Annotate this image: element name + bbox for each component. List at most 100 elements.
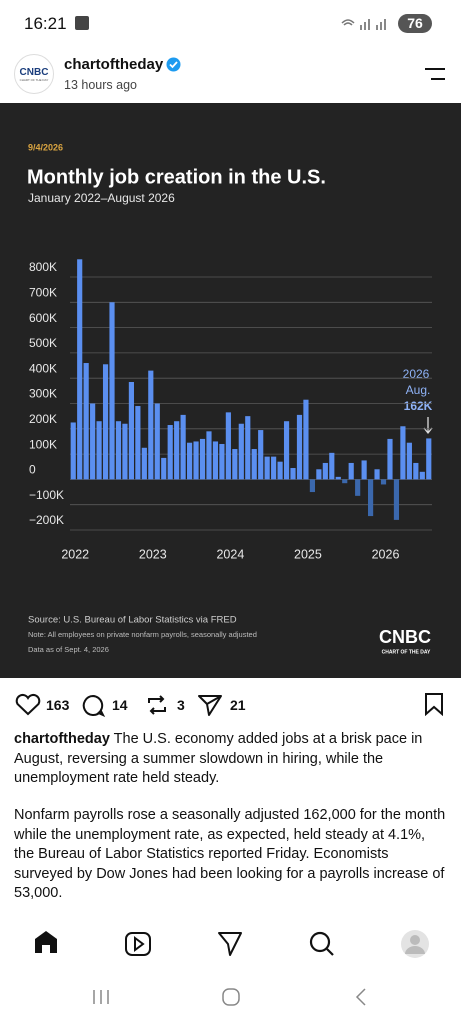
bar (322, 462, 328, 480)
caption-username[interactable]: chartoftheday (14, 731, 110, 747)
bar (296, 414, 303, 480)
bar (206, 431, 212, 480)
bar (264, 456, 270, 480)
verified-badge (166, 57, 181, 72)
bar (219, 443, 225, 480)
bar (271, 456, 277, 480)
time-ago: 13 hours ago (64, 78, 137, 92)
y-tick-label: 100K (29, 437, 57, 451)
chart: 9/4/2026 Monthly job creation in the U.S… (0, 103, 461, 678)
status-time: 16:21 (24, 14, 67, 33)
data-as-of: Data as of Sept. 4, 2026 (28, 645, 109, 654)
share-button[interactable] (197, 692, 223, 718)
bar (212, 441, 219, 480)
like-button[interactable] (14, 693, 42, 717)
y-tick-label: −200K (29, 513, 64, 527)
bar (426, 438, 432, 480)
bar (387, 438, 393, 480)
bar (303, 399, 309, 480)
avatar[interactable]: CNBC CHART OF THE DAY (14, 54, 54, 94)
bar (154, 403, 160, 480)
y-tick-label: 0 (29, 463, 36, 477)
bar (77, 259, 83, 480)
annotation-month: Aug. (406, 383, 431, 397)
bar (309, 479, 315, 493)
bar (83, 363, 89, 480)
y-tick-label: 700K (29, 285, 57, 299)
avatar-text: CNBC (19, 67, 49, 78)
system-nav (93, 988, 366, 1006)
bar (413, 462, 419, 480)
bar (277, 461, 283, 480)
shares-count: 21 (230, 697, 246, 713)
avatar-subtext: CHART OF THE DAY (19, 78, 49, 82)
bar (128, 381, 134, 480)
reposts-count: 3 (177, 697, 185, 713)
caption-text: The U.S. economy added jobs at a brisk p… (14, 731, 423, 786)
y-tick-label: 500K (29, 336, 57, 350)
bar (148, 370, 154, 480)
x-tick-label: 2022 (61, 547, 89, 561)
home-button[interactable] (222, 988, 240, 1006)
bar (90, 403, 96, 480)
bar (251, 449, 257, 480)
recents-button[interactable] (93, 990, 109, 1004)
home-tab[interactable] (35, 931, 57, 953)
bar (393, 479, 400, 520)
bar (290, 468, 296, 480)
username[interactable]: chartoftheday (64, 56, 164, 73)
x-tick-label: 2023 (139, 547, 167, 561)
bar (400, 426, 406, 480)
annotation-value: 162K (404, 399, 433, 413)
bar (115, 421, 122, 480)
bar (283, 421, 290, 480)
bottom-nav (35, 930, 429, 958)
caption-paragraph: Nonfarm payrolls rose a seasonally adjus… (14, 807, 446, 901)
bar (187, 442, 193, 480)
menu-button[interactable] (423, 66, 447, 82)
bar (342, 479, 348, 484)
bar (374, 469, 380, 480)
search-tab[interactable] (309, 931, 331, 953)
y-tick-label: −100K (29, 488, 64, 502)
bar (238, 423, 244, 480)
bar (232, 449, 238, 480)
y-tick-label: 400K (29, 361, 57, 375)
linkedin-icon (75, 16, 89, 30)
logo-subtitle: CHART OF THE DAY (382, 649, 431, 655)
repost-button[interactable] (144, 692, 170, 718)
chart-title: Monthly job creation in the U.S. (27, 166, 326, 188)
bar (167, 425, 173, 480)
bar (135, 406, 141, 480)
bar (225, 412, 231, 480)
bar (245, 416, 251, 480)
back-button[interactable] (355, 988, 366, 1006)
bar (102, 364, 109, 480)
battery: 76 (398, 14, 432, 33)
reels-tab[interactable] (125, 932, 151, 956)
bar (355, 479, 361, 496)
bar (199, 438, 206, 480)
messages-tab[interactable] (218, 932, 242, 956)
x-tick-label: 2026 (372, 547, 400, 561)
chart-subtitle: January 2022–August 2026 (28, 191, 175, 205)
comment-button[interactable] (81, 693, 107, 717)
chart-background (0, 103, 461, 678)
logo: CNBC (379, 627, 431, 647)
signal-icons (341, 19, 386, 30)
save-button[interactable] (423, 692, 445, 716)
bar (406, 442, 412, 480)
y-tick-label: 600K (29, 311, 57, 325)
x-tick-label: 2024 (216, 547, 244, 561)
y-tick-label: 800K (29, 260, 57, 274)
bar (180, 414, 186, 480)
bar (380, 479, 387, 485)
annotation-arrow (423, 417, 433, 435)
chart-date: 9/4/2026 (28, 142, 63, 152)
caption: chartoftheday The U.S. economy added job… (14, 730, 439, 789)
bar (368, 479, 374, 517)
bar (335, 476, 341, 480)
bar (96, 421, 102, 480)
bar (109, 302, 115, 480)
